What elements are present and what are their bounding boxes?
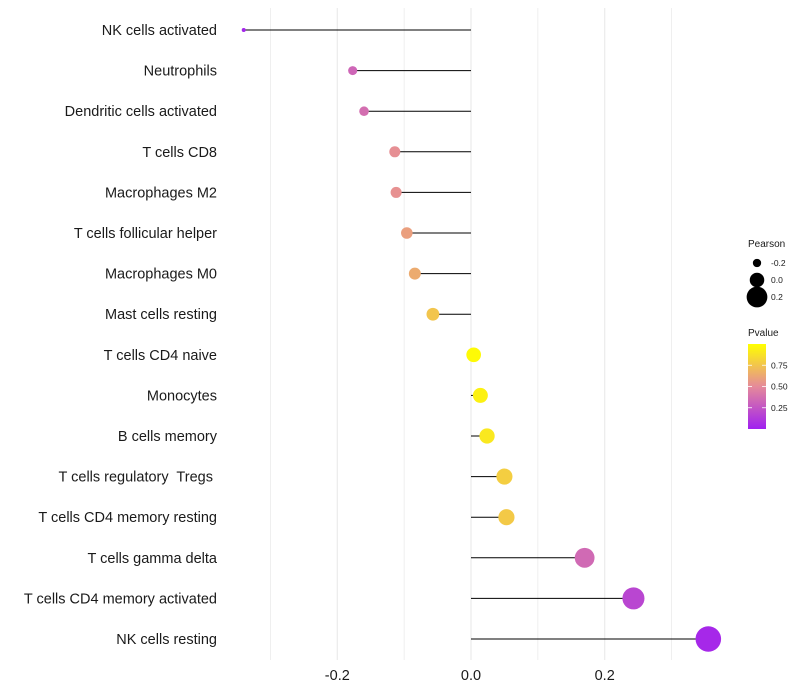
pvalue-colorbar (748, 344, 766, 429)
category-label: Macrophages M0 (105, 267, 217, 283)
x-tick-label: -0.2 (325, 668, 350, 684)
size-legend-title: Pearson (748, 239, 785, 250)
category-label: Mast cells resting (105, 307, 217, 323)
legend: Pearson -0.2 0.0 0.2 Pvalue 0.75 0.50 0.25 (746, 239, 788, 429)
colorbar-label: 0.50 (771, 382, 788, 392)
category-label: T cells CD4 naive (104, 348, 217, 364)
x-tick-label: 0.2 (595, 668, 615, 684)
pearson-size-legend: Pearson -0.2 0.0 0.2 (746, 239, 786, 308)
lollipop-point (408, 267, 421, 280)
lollipop-point (348, 66, 358, 76)
lollipop-stems (243, 29, 709, 640)
category-label: Monocytes (147, 388, 217, 404)
category-label: T cells CD4 memory resting (38, 510, 217, 526)
lollipop-point (389, 146, 401, 158)
category-label: T cells CD8 (142, 145, 217, 161)
lollipop-point (390, 186, 402, 198)
lollipop-point (498, 509, 515, 526)
category-label: T cells gamma delta (88, 551, 218, 567)
category-label: Dendritic cells activated (65, 104, 217, 120)
lollipop-point (359, 106, 369, 116)
lollipop-point (241, 28, 246, 32)
size-legend-key (752, 258, 762, 268)
size-legend-label: 0.2 (771, 292, 783, 302)
colorbar-label: 0.75 (771, 360, 788, 370)
lollipop-point (622, 587, 645, 610)
size-legend-key (749, 272, 765, 288)
category-label: B cells memory (118, 429, 218, 445)
lollipop-point (426, 307, 440, 321)
lollipop-point (466, 347, 482, 363)
category-label: T cells regulatory Tregs (59, 470, 218, 486)
x-tick-label: 0.0 (461, 668, 481, 684)
grid-lines (270, 8, 672, 660)
lollipop-point (496, 468, 513, 485)
lollipop-points (241, 28, 722, 652)
size-legend-label: -0.2 (771, 258, 786, 268)
size-legend-key (746, 286, 768, 308)
category-labels: NK cells activated Neutrophils Dendritic c… (24, 23, 218, 648)
category-label: NK cells resting (116, 632, 217, 648)
color-legend-title: Pvalue (748, 328, 779, 339)
category-label: Macrophages M2 (105, 185, 217, 201)
category-label: T cells CD4 memory activated (24, 591, 217, 607)
lollipop-point (574, 547, 595, 568)
x-axis-tick-labels: -0.2 0.0 0.2 (325, 668, 615, 684)
category-label: NK cells activated (102, 23, 217, 39)
lollipop-point (472, 387, 488, 403)
colorbar-label: 0.25 (771, 403, 788, 413)
size-legend-label: 0.0 (771, 275, 783, 285)
pvalue-color-legend: Pvalue 0.75 0.50 0.25 (748, 328, 788, 429)
lollipop-point (695, 626, 722, 652)
lollipop-point (479, 428, 495, 444)
category-label: Neutrophils (144, 64, 217, 80)
lollipop-point (401, 227, 413, 239)
category-label: T cells follicular helper (74, 226, 217, 242)
